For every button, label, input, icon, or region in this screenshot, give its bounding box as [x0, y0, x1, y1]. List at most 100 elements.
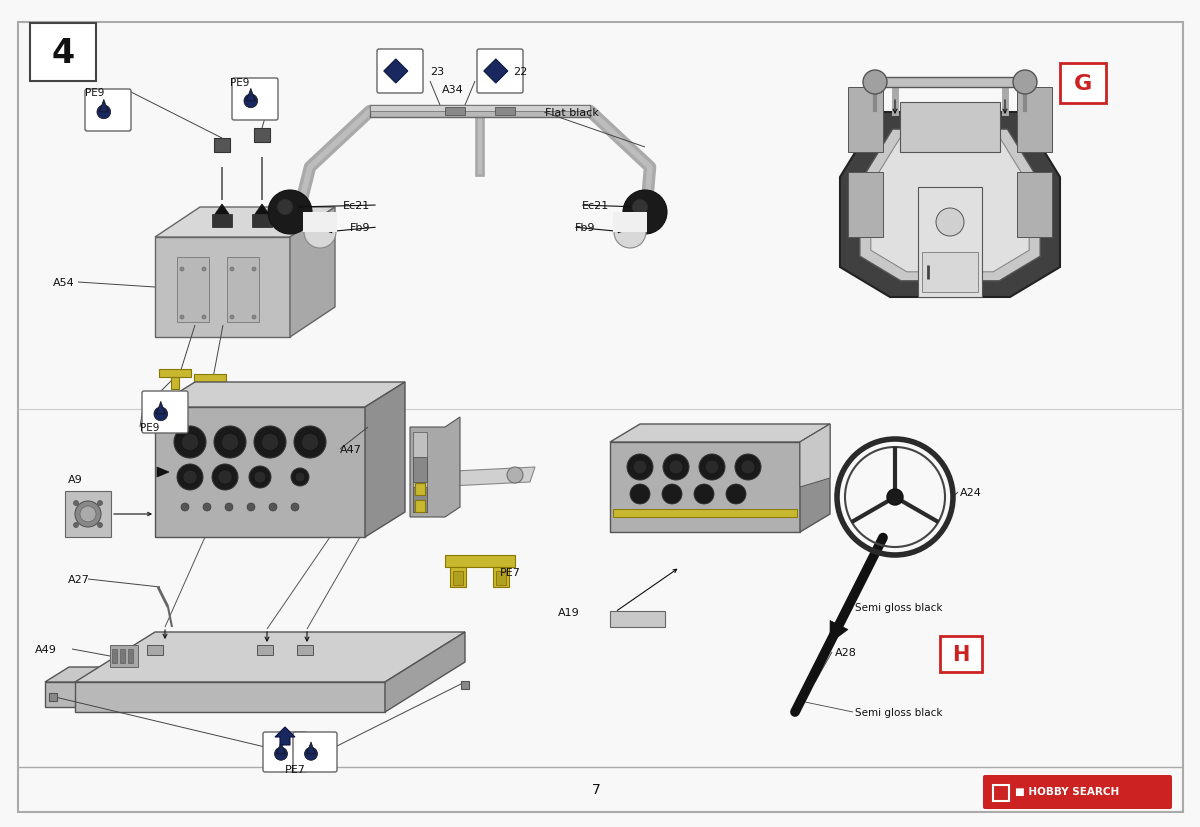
Circle shape	[202, 268, 206, 272]
Polygon shape	[252, 215, 272, 227]
Circle shape	[292, 468, 310, 486]
Text: ■ HOBBY SEARCH: ■ HOBBY SEARCH	[1015, 786, 1120, 796]
Circle shape	[73, 501, 78, 506]
Text: PE9: PE9	[85, 88, 104, 98]
Polygon shape	[74, 682, 385, 712]
Bar	[454, 571, 463, 586]
Bar	[158, 370, 191, 378]
Text: PE7: PE7	[500, 567, 521, 577]
Circle shape	[181, 504, 190, 511]
Circle shape	[662, 455, 689, 480]
Circle shape	[181, 433, 199, 452]
Polygon shape	[100, 100, 108, 112]
Circle shape	[202, 316, 206, 319]
Bar	[445, 555, 515, 567]
Text: 23: 23	[430, 67, 444, 77]
FancyBboxPatch shape	[232, 79, 278, 121]
Circle shape	[863, 71, 887, 95]
Circle shape	[226, 504, 233, 511]
Bar	[886, 78, 1015, 88]
Circle shape	[508, 467, 523, 484]
Polygon shape	[410, 418, 460, 518]
Polygon shape	[800, 424, 830, 487]
Bar	[178, 258, 209, 323]
Bar	[461, 681, 469, 689]
Circle shape	[80, 506, 96, 523]
Bar	[112, 649, 118, 663]
Polygon shape	[384, 60, 408, 84]
Text: A28: A28	[835, 648, 857, 657]
Polygon shape	[246, 89, 256, 102]
Circle shape	[97, 106, 110, 120]
Bar	[254, 129, 270, 143]
Circle shape	[252, 268, 256, 272]
Polygon shape	[610, 442, 800, 533]
Bar	[194, 375, 226, 383]
Circle shape	[182, 471, 197, 485]
Text: 7: 7	[592, 782, 600, 796]
Polygon shape	[385, 632, 466, 712]
Text: Fb9: Fb9	[349, 222, 370, 232]
Circle shape	[250, 466, 271, 489]
Circle shape	[632, 200, 648, 216]
Circle shape	[178, 465, 203, 490]
Polygon shape	[155, 237, 290, 337]
Text: A24: A24	[960, 487, 982, 497]
Polygon shape	[613, 213, 647, 232]
Bar	[918, 188, 982, 298]
Circle shape	[254, 471, 266, 484]
Polygon shape	[290, 208, 335, 337]
Bar	[450, 567, 466, 587]
Text: Ec21: Ec21	[582, 201, 610, 211]
Text: A19: A19	[558, 607, 580, 617]
FancyBboxPatch shape	[85, 90, 131, 131]
Circle shape	[614, 217, 646, 249]
Bar	[1018, 173, 1052, 237]
Bar	[298, 645, 313, 655]
Bar	[415, 484, 425, 495]
Bar	[415, 500, 425, 513]
FancyBboxPatch shape	[1060, 64, 1106, 104]
Text: PE7: PE7	[284, 764, 306, 774]
Circle shape	[936, 208, 964, 237]
Bar	[148, 645, 163, 655]
Polygon shape	[155, 208, 335, 237]
Bar	[613, 509, 797, 518]
Text: 22: 22	[512, 67, 527, 77]
Bar	[65, 491, 112, 538]
Circle shape	[623, 191, 667, 235]
Polygon shape	[156, 402, 166, 414]
Polygon shape	[46, 667, 169, 682]
Polygon shape	[430, 467, 535, 487]
Polygon shape	[155, 383, 406, 408]
Polygon shape	[74, 632, 466, 682]
Bar	[848, 88, 883, 153]
Circle shape	[180, 316, 184, 319]
Circle shape	[628, 455, 653, 480]
Circle shape	[244, 95, 258, 108]
Bar	[413, 487, 427, 513]
Bar	[206, 383, 214, 394]
Bar	[496, 571, 506, 586]
Text: PE9: PE9	[230, 78, 250, 88]
Bar	[493, 567, 509, 587]
Polygon shape	[871, 140, 1030, 272]
Circle shape	[269, 504, 277, 511]
Polygon shape	[212, 215, 232, 227]
Polygon shape	[859, 130, 1040, 281]
Polygon shape	[46, 682, 145, 707]
Circle shape	[662, 485, 682, 504]
Bar	[370, 106, 590, 112]
Circle shape	[154, 408, 168, 421]
Bar	[257, 645, 274, 655]
Bar	[496, 108, 515, 116]
Circle shape	[262, 433, 278, 452]
Circle shape	[734, 455, 761, 480]
Polygon shape	[610, 424, 830, 442]
Circle shape	[212, 465, 238, 490]
FancyBboxPatch shape	[377, 50, 424, 94]
Bar	[370, 106, 590, 118]
Polygon shape	[307, 742, 316, 754]
Bar	[922, 253, 978, 293]
Bar	[445, 108, 466, 116]
